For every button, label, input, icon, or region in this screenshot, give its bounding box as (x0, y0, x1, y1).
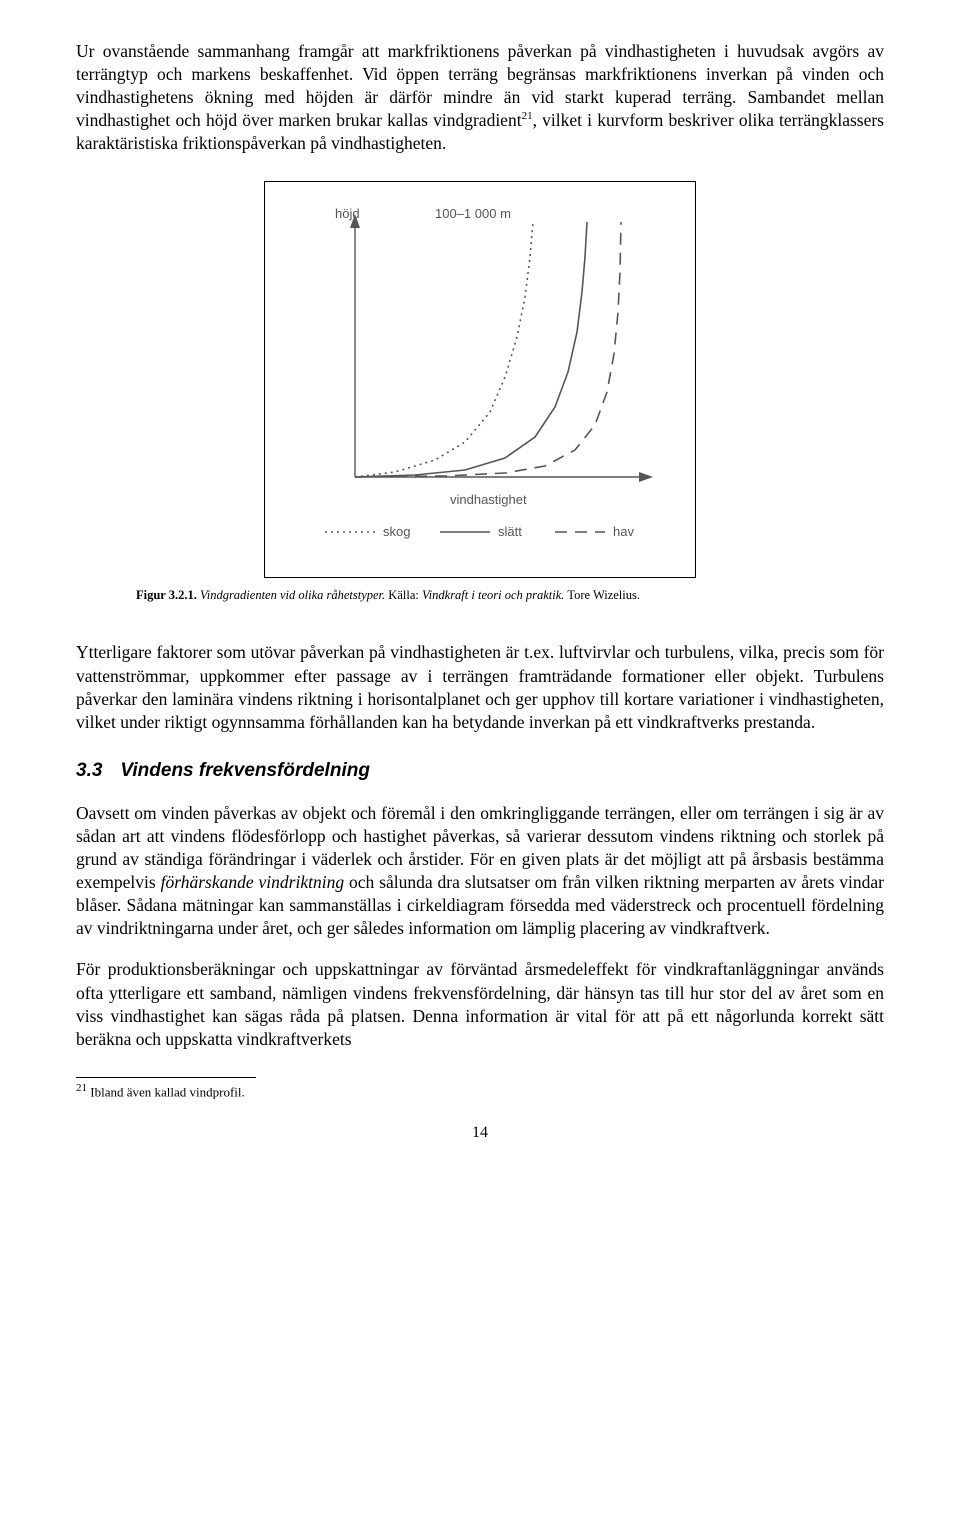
caption-author: Tore Wizelius. (564, 588, 640, 602)
para1-sup: 21 (522, 110, 533, 122)
paragraph-4: För produktionsberäkningar och uppskattn… (76, 958, 884, 1050)
para3-italic: förhärskande vindriktning (161, 872, 344, 892)
figure-frame: höjd 100–1 000 m vindhastighet skog slätt hav (264, 181, 696, 578)
heading-number: 3.3 (76, 760, 102, 781)
heading-text: Vindens frekvensfördelning (120, 760, 370, 781)
paragraph-1: Ur ovanstående sammanhang framgår att ma… (76, 40, 884, 155)
footnote-mark: 21 (76, 1082, 87, 1094)
footnote-text: Ibland även kallad vindprofil. (87, 1084, 245, 1099)
caption-source: Källa: (385, 588, 422, 602)
svg-text:hav: hav (613, 524, 634, 539)
footnote: 21 Ibland även kallad vindprofil. (76, 1082, 884, 1100)
svg-text:slätt: slätt (498, 524, 522, 539)
section-heading: 3.3 Vindens frekvensfördelning (76, 760, 884, 782)
page-number: 14 (76, 1124, 884, 1142)
caption-prefix: Figur 3.2.1. (136, 588, 197, 602)
caption-italic: Vindgradienten vid olika råhetstyper. (197, 588, 385, 602)
figure-caption: Figur 3.2.1. Vindgradienten vid olika rå… (136, 588, 640, 603)
caption-source-italic: Vindkraft i teori och praktik. (422, 588, 564, 602)
wind-gradient-chart: höjd 100–1 000 m vindhastighet skog slätt hav (265, 182, 695, 572)
page: Ur ovanstående sammanhang framgår att ma… (0, 0, 960, 1172)
svg-text:100–1 000 m: 100–1 000 m (435, 206, 511, 221)
paragraph-2: Ytterligare faktorer som utövar påverkan… (76, 641, 884, 733)
svg-text:höjd: höjd (335, 206, 360, 221)
figure-wrapper: höjd 100–1 000 m vindhastighet skog slätt hav… (76, 181, 884, 623)
paragraph-3: Oavsett om vinden påverkas av objekt och… (76, 802, 884, 941)
svg-text:skog: skog (383, 524, 410, 539)
svg-text:vindhastighet: vindhastighet (450, 492, 527, 507)
footnote-separator (76, 1077, 256, 1078)
